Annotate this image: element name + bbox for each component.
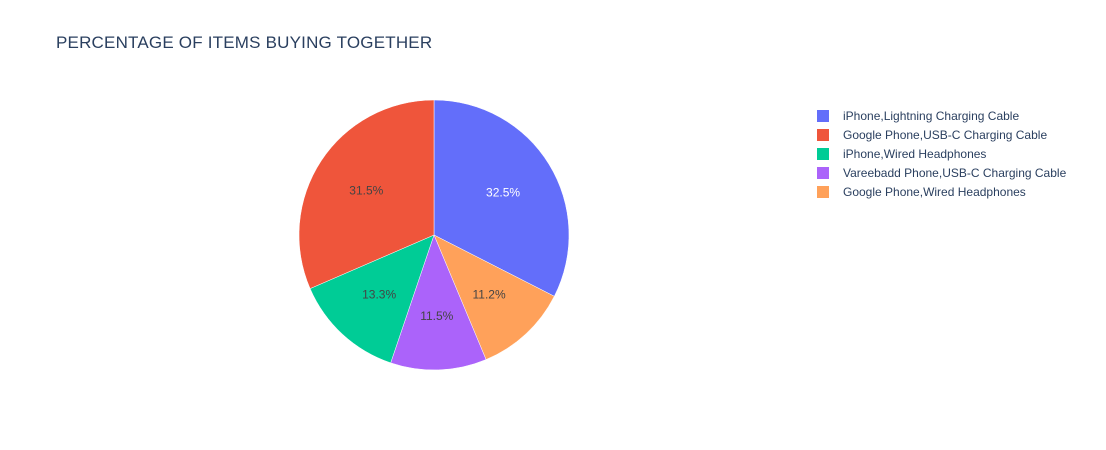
legend-item-iphone-lightning-charging-cable[interactable]: iPhone,Lightning Charging Cable [817, 106, 1066, 125]
legend: iPhone,Lightning Charging Cable Google Ph… [817, 106, 1066, 201]
slice-percent-label: 11.5% [420, 309, 453, 323]
pie-slice-iphone-lightning-charging-cable[interactable] [433, 99, 570, 297]
slice-percent-label: 13.3% [362, 288, 396, 302]
legend-item-google-phone-usb-c-charging-cable[interactable]: Google Phone,USB-C Charging Cable [817, 125, 1066, 144]
legend-label: iPhone,Wired Headphones [843, 146, 987, 161]
legend-swatch [817, 128, 829, 141]
legend-label: Vareebadd Phone,USB-C Charging Cable [843, 165, 1067, 180]
slice-percent-label: 11.2% [473, 287, 506, 301]
legend-label: Google Phone,USB-C Charging Cable [843, 127, 1048, 142]
pie-slice-google-phone-usb-c-charging-cable[interactable] [298, 99, 435, 289]
legend-label: Google Phone,Wired Headphones [843, 184, 1026, 199]
legend-item-vareebadd-phone-usb-c-charging-cable[interactable]: Vareebadd Phone,USB-C Charging Cable [817, 163, 1066, 182]
legend-item-iphone-wired-headphones[interactable]: iPhone,Wired Headphones [817, 144, 1066, 163]
legend-label: iPhone,Lightning Charging Cable [843, 108, 1020, 123]
legend-swatch [817, 147, 829, 160]
slice-percent-label: 32.5% [486, 186, 520, 200]
chart-title: PERCENTAGE OF ITEMS BUYING TOGETHER [56, 33, 433, 52]
slice-percent-label: 31.5% [349, 184, 383, 198]
legend-swatch [817, 166, 829, 179]
legend-item-google-phone-wired-headphones[interactable]: Google Phone,Wired Headphones [817, 182, 1066, 201]
legend-swatch [817, 109, 829, 122]
pie-slice-vareebadd-phone-usb-c-charging-cable[interactable] [390, 234, 487, 371]
pie-slice-google-phone-wired-headphones[interactable] [433, 234, 555, 360]
pie-slice-iphone-wired-headphones[interactable] [309, 234, 435, 364]
legend-swatch [817, 185, 829, 198]
